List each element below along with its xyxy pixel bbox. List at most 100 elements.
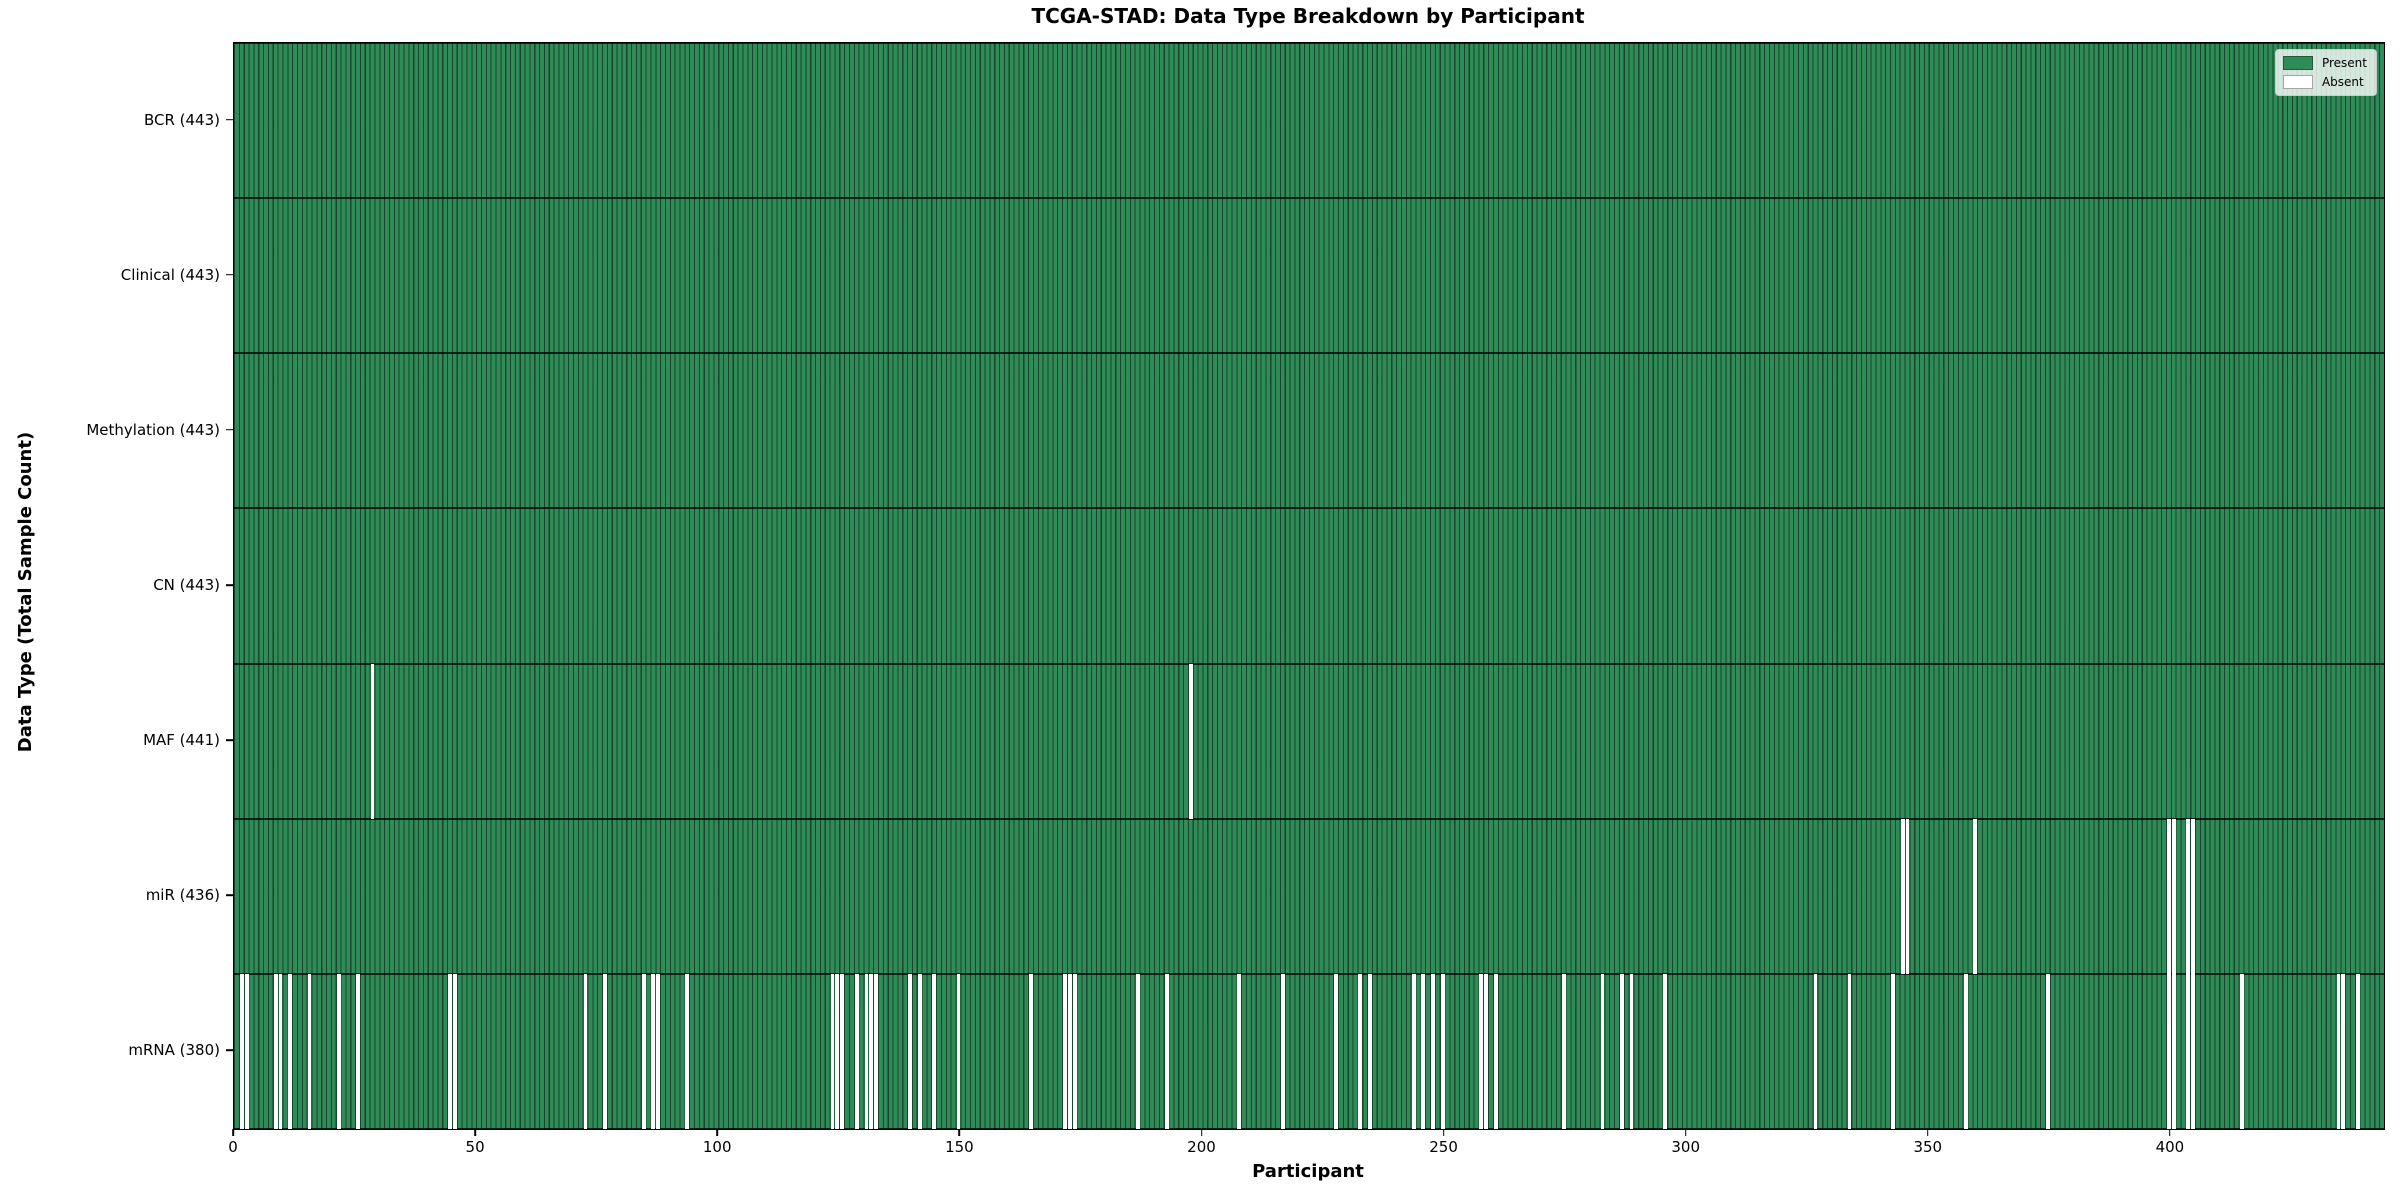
y-tick-label: Methylation (443) [86, 420, 220, 439]
row-top-edge [234, 973, 2384, 975]
heatmap-row-maf [234, 663, 2384, 819]
y-tick-mark [226, 739, 233, 741]
x-tick-label: 400 [2155, 1138, 2185, 1156]
absent-stripe [288, 973, 293, 1129]
absent-stripe [1280, 973, 1285, 1129]
absent-stripe [908, 973, 912, 1129]
absent-stripe [685, 973, 690, 1129]
absent-stripe [239, 973, 244, 1129]
absent-stripe [2341, 973, 2346, 1129]
absent-stripe [273, 973, 278, 1129]
absent-stripe [336, 973, 341, 1129]
x-tick-label: 0 [228, 1138, 238, 1156]
y-tick-mark [226, 1049, 233, 1052]
row-bottom-edge [234, 197, 2384, 199]
legend-label-present: Present [2321, 56, 2367, 70]
absent-stripe [932, 973, 937, 1129]
absent-stripe [370, 663, 375, 819]
heatmap-row-bcr [234, 43, 2384, 199]
absent-stripe [1484, 973, 1489, 1129]
absent-stripe [244, 973, 249, 1129]
y-tick-mark [226, 894, 233, 897]
x-tick-label: 50 [465, 1138, 485, 1156]
absent-stripe [1237, 973, 1242, 1129]
absent-stripe [641, 973, 646, 1129]
heatmap-row-methylation [234, 353, 2384, 509]
legend-item-absent: Absent [2282, 75, 2367, 89]
absent-stripe [869, 973, 874, 1129]
legend-label-absent: Absent [2321, 75, 2364, 89]
legend-item-present: Present [2282, 56, 2367, 70]
x-tick-label: 150 [945, 1138, 974, 1156]
absent-stripe [2167, 973, 2171, 1129]
absent-stripe [2336, 973, 2341, 1129]
x-axis-label: Participant [1252, 1161, 1364, 1182]
legend-swatch-absent [2282, 75, 2313, 89]
y-tick-label: Clinical (443) [120, 265, 220, 284]
y-tick-label: MAF (441) [143, 731, 220, 750]
x-tick-mark [1684, 1129, 1687, 1136]
x-tick-label: 250 [1429, 1138, 1458, 1156]
absent-stripe [583, 973, 588, 1129]
legend: Present Absent [2274, 49, 2377, 96]
row-bottom-edge [234, 507, 2384, 509]
row-top-edge [234, 818, 2384, 820]
absent-stripe [1072, 973, 1077, 1129]
absent-stripe [1334, 973, 1339, 1129]
absent-stripe [656, 973, 661, 1129]
absent-stripe [1358, 973, 1363, 1129]
heatmap-row-mir [234, 818, 2384, 974]
absent-stripe [1561, 973, 1566, 1129]
absent-stripe [356, 973, 360, 1129]
absent-stripe [917, 973, 922, 1129]
x-tick-label: 300 [1671, 1138, 1700, 1156]
absent-stripe [1164, 973, 1169, 1129]
y-tick-mark [226, 118, 233, 121]
x-tick-mark [1927, 1129, 1929, 1136]
absent-stripe [1135, 973, 1140, 1129]
absent-stripe [1600, 973, 1605, 1129]
absent-stripe [1421, 973, 1426, 1129]
row-top-edge [234, 198, 2384, 200]
absent-stripe [2355, 973, 2360, 1129]
row-bottom-edge [234, 817, 2384, 819]
heatmap-row-clinical [234, 198, 2384, 354]
absent-stripe [651, 973, 656, 1129]
x-tick-label: 350 [1913, 1138, 1943, 1156]
absent-stripe [840, 973, 845, 1129]
absent-stripe [307, 973, 312, 1129]
absent-stripe [835, 973, 840, 1129]
absent-stripe [1619, 973, 1624, 1129]
absent-stripe [1663, 973, 1668, 1129]
absent-stripe [2239, 973, 2244, 1129]
absent-stripe [1029, 973, 1033, 1129]
absent-stripe [1891, 973, 1895, 1129]
chart-title: TCGA-STAD: Data Type Breakdown by Partic… [1031, 4, 1585, 28]
heatmap-row-mrna [234, 973, 2384, 1129]
legend-swatch-present [2282, 56, 2313, 70]
row-top-edge [234, 43, 2384, 44]
row-top-edge [234, 663, 2384, 665]
x-tick-mark [474, 1129, 476, 1136]
y-tick-mark [226, 273, 233, 276]
absent-stripe [603, 973, 607, 1129]
x-tick-mark [1200, 1129, 1203, 1136]
x-tick-mark [716, 1129, 718, 1136]
absent-stripe [1905, 818, 1910, 974]
absent-stripe [1973, 818, 1978, 974]
absent-stripe [1847, 973, 1852, 1129]
y-tick-label: CN (443) [153, 576, 220, 594]
absent-stripe [1900, 818, 1905, 974]
absent-stripe [2171, 973, 2176, 1129]
absent-stripe [278, 973, 283, 1129]
absent-stripe [1431, 973, 1435, 1129]
absent-stripe [1494, 973, 1498, 1129]
absent-stripe [2167, 818, 2171, 974]
absent-stripe [448, 973, 452, 1129]
absent-stripe [1963, 973, 1968, 1129]
x-tick-mark [232, 1129, 234, 1136]
absent-stripe [2186, 973, 2191, 1129]
y-tick-mark [226, 584, 233, 586]
absent-stripe [854, 973, 859, 1129]
